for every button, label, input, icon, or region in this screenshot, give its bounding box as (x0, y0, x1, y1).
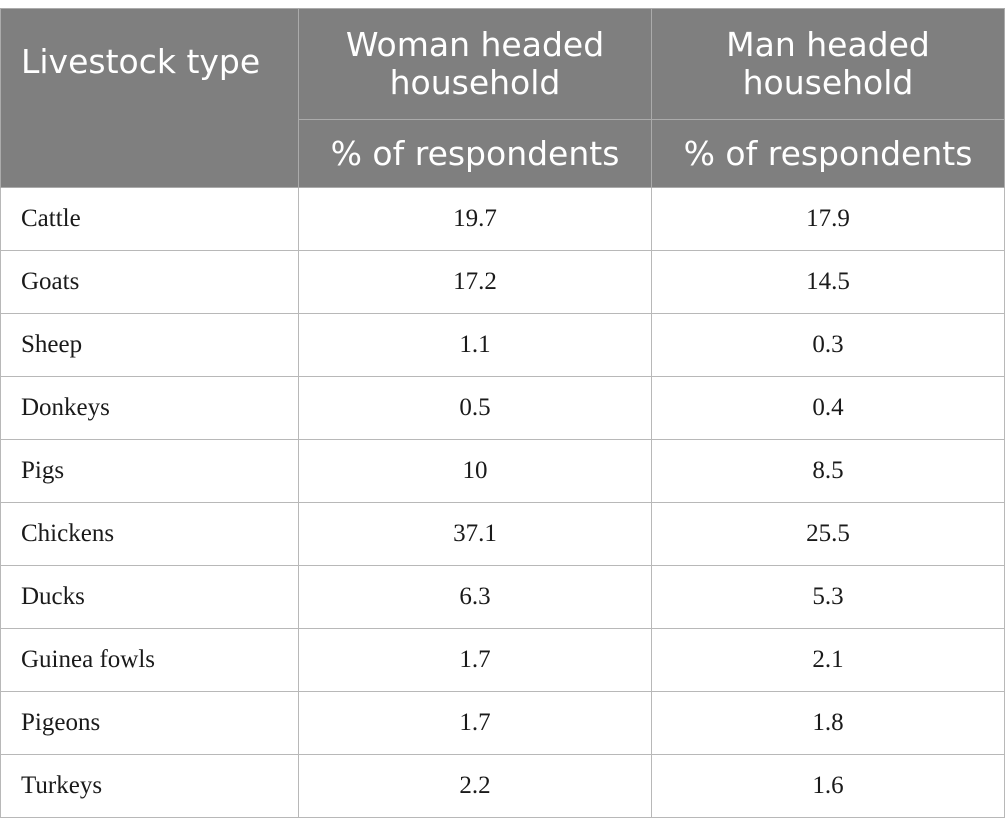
man-percent: 1.6 (651, 754, 1005, 818)
livestock-name: Pigeons (0, 691, 299, 755)
table-row: Donkeys 0.5 0.4 (0, 376, 1005, 440)
man-percent: 0.4 (651, 376, 1005, 440)
man-percent: 25.5 (651, 502, 1005, 566)
table-row: Goats 17.2 14.5 (0, 250, 1005, 314)
table-row: Ducks 6.3 5.3 (0, 565, 1005, 629)
livestock-name: Guinea fowls (0, 628, 299, 692)
man-percent: 17.9 (651, 187, 1005, 251)
table-row: Pigeons 1.7 1.8 (0, 691, 1005, 755)
header-livestock-type: Livestock type (0, 8, 299, 188)
subheader-man-percent: % of respondents (651, 119, 1005, 188)
livestock-name: Sheep (0, 313, 299, 377)
subheader-woman-percent: % of respondents (298, 119, 652, 188)
livestock-name: Ducks (0, 565, 299, 629)
header-man-headed: Man headed household (651, 8, 1005, 120)
woman-percent: 1.7 (298, 628, 652, 692)
woman-percent: 17.2 (298, 250, 652, 314)
table-row: Pigs 10 8.5 (0, 439, 1005, 503)
table-row: Sheep 1.1 0.3 (0, 313, 1005, 377)
woman-percent: 6.3 (298, 565, 652, 629)
man-percent: 14.5 (651, 250, 1005, 314)
woman-percent: 37.1 (298, 502, 652, 566)
header-woman-headed: Woman headed household (298, 8, 652, 120)
man-percent: 1.8 (651, 691, 1005, 755)
subheader-row: % of respondents % of respondents (1, 119, 1005, 188)
livestock-table: Livestock type Woman headed household Ma… (0, 8, 1005, 818)
table-header: Livestock type Woman headed household Ma… (0, 8, 1005, 188)
woman-percent: 19.7 (298, 187, 652, 251)
livestock-name: Turkeys (0, 754, 299, 818)
woman-percent: 1.1 (298, 313, 652, 377)
livestock-name: Donkeys (0, 376, 299, 440)
livestock-name: Chickens (0, 502, 299, 566)
table-row: Turkeys 2.2 1.6 (0, 754, 1005, 818)
woman-percent: 2.2 (298, 754, 652, 818)
table-row: Guinea fowls 1.7 2.1 (0, 628, 1005, 692)
table-row: Cattle 19.7 17.9 (0, 187, 1005, 251)
livestock-name: Pigs (0, 439, 299, 503)
woman-percent: 0.5 (298, 376, 652, 440)
woman-percent: 1.7 (298, 691, 652, 755)
table-body: Cattle 19.7 17.9 Goats 17.2 14.5 Sheep 1… (0, 187, 1005, 818)
header-row: Livestock type Woman headed household Ma… (0, 8, 1005, 188)
man-percent: 2.1 (651, 628, 1005, 692)
livestock-name: Goats (0, 250, 299, 314)
man-percent: 5.3 (651, 565, 1005, 629)
woman-percent: 10 (298, 439, 652, 503)
livestock-name: Cattle (0, 187, 299, 251)
man-percent: 0.3 (651, 313, 1005, 377)
man-percent: 8.5 (651, 439, 1005, 503)
table-row: Chickens 37.1 25.5 (0, 502, 1005, 566)
